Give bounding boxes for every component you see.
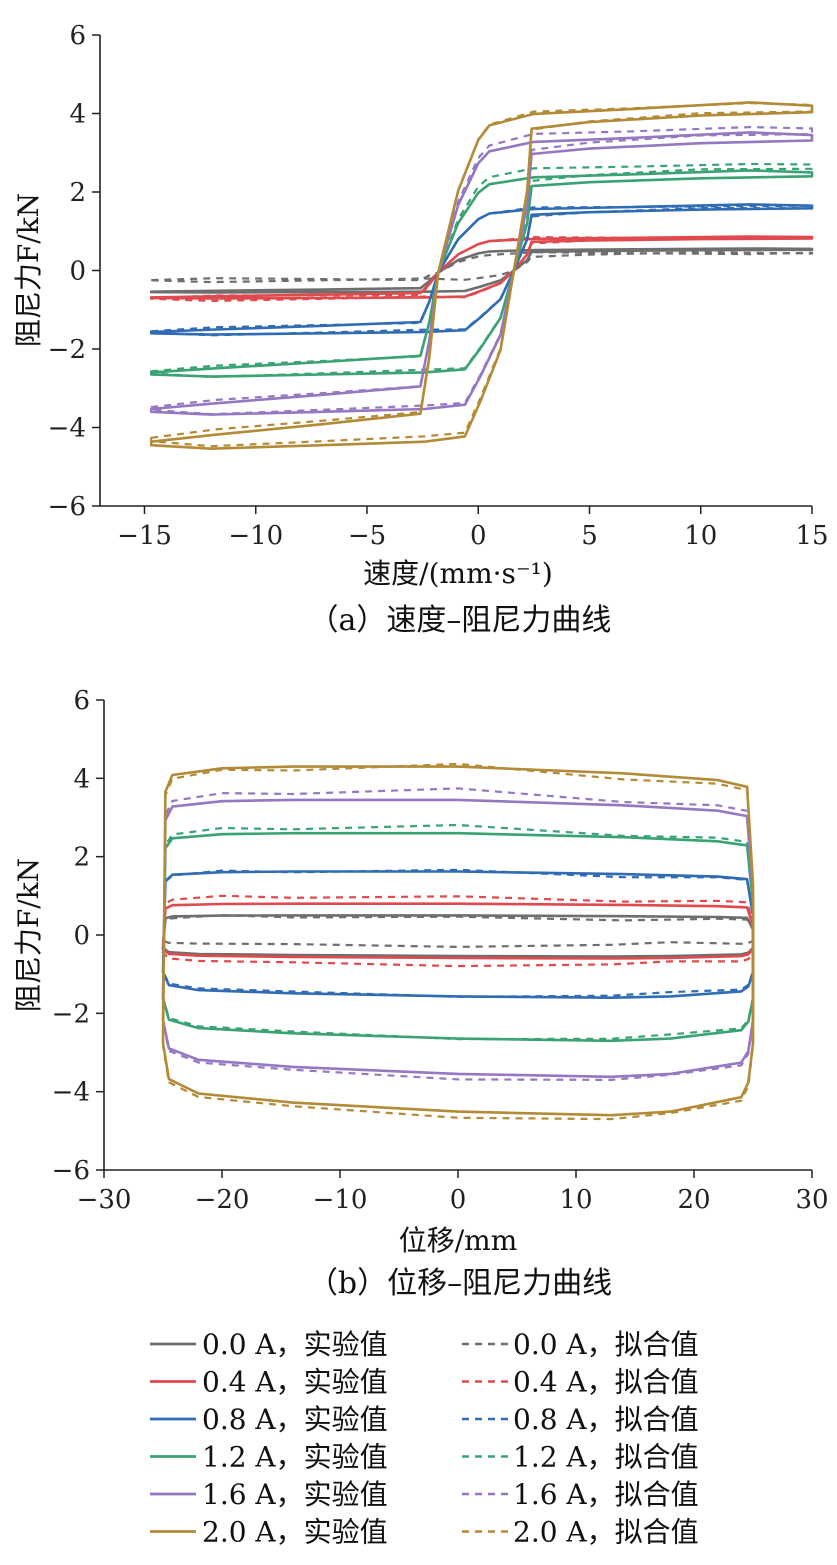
chart-b-series-00-exp <box>161 914 755 958</box>
chart-b-x-tick-label: 20 <box>677 1185 710 1215</box>
chart-b-series-08-fit <box>161 868 755 998</box>
chart-b-series-00-fit <box>161 914 755 948</box>
chart-a-x-tick-label: −5 <box>348 521 386 551</box>
legend-label-exp: 1.2 A，实验值 <box>202 1441 388 1474</box>
chart-b-x-tick-label: 30 <box>795 1185 828 1215</box>
legend-label-fit: 1.6 A，拟合值 <box>513 1478 699 1511</box>
chart-a-y-tick-label: −2 <box>48 335 86 365</box>
chart-a-y-tick-label: 2 <box>69 178 86 208</box>
legend-label-exp: 0.4 A，实验值 <box>202 1366 388 1399</box>
chart-b-x-tick-label: 10 <box>559 1185 592 1215</box>
legend-label-exp: 1.6 A，实验值 <box>202 1478 388 1511</box>
chart-a-y-tick-label: 4 <box>69 100 86 130</box>
chart-b-y-tick-label: −6 <box>52 1156 90 1186</box>
chart-a-x-tick-label: 0 <box>470 521 487 551</box>
legend-label-fit: 1.2 A，拟合值 <box>513 1441 699 1474</box>
chart-a-series-12-exp <box>149 169 814 378</box>
chart-b-series <box>161 762 755 1121</box>
chart-a-x-tick-label: 5 <box>581 521 598 551</box>
chart-b-y-label: 阻尼力F/kN <box>12 858 45 1012</box>
chart-a-series-20-fit <box>150 102 814 448</box>
legend-label-exp: 2.0 A，实验值 <box>202 1516 388 1549</box>
chart-a-x-tick-label: 15 <box>795 521 828 551</box>
chart-b-x-tick-label: −30 <box>77 1185 132 1215</box>
chart-a-x-tick-label: −15 <box>117 521 172 551</box>
chart-a-y-tick-label: −4 <box>48 414 86 444</box>
chart-a-series-16-exp <box>149 131 814 416</box>
chart-a-caption: （a）速度–阻尼力曲线 <box>309 603 612 638</box>
chart-a-series-08-fit <box>150 204 814 337</box>
chart-a-x-tick-label: 10 <box>684 521 717 551</box>
chart-a-y-label: 阻尼力F/kN <box>12 193 45 347</box>
legend-label-fit: 0.8 A，拟合值 <box>513 1403 699 1436</box>
legend-label-fit: 0.0 A，拟合值 <box>513 1328 699 1361</box>
chart-a-y-tick-label: −6 <box>48 492 86 522</box>
chart-b-y-tick-label: −2 <box>52 999 90 1029</box>
chart-b-x-tick-label: 0 <box>450 1185 467 1215</box>
chart-b-caption: （b）位移–阻尼力曲线 <box>308 1266 612 1301</box>
chart-a-series-04-fit <box>150 236 814 302</box>
chart-a-series-12-fit <box>150 162 814 379</box>
chart-b-y-tick-label: −4 <box>52 1078 90 1108</box>
chart-b-y-tick-label: 4 <box>73 764 90 794</box>
chart-b-y-tick-label: 0 <box>73 921 90 951</box>
chart-a-series-00-fit <box>150 251 814 284</box>
chart-b-x-label: 位移/mm <box>399 1224 518 1257</box>
chart-a-y-tick-label: 6 <box>69 21 86 51</box>
chart-a-x-label: 速度/(mm·s⁻¹) <box>363 557 553 590</box>
legend-label-exp: 0.8 A，实验值 <box>202 1403 388 1436</box>
chart-a-ticks: −15 −10 −5 0 5 10 15 −6 −4 −2 0 2 4 6 <box>48 21 829 551</box>
chart-b-series-20-fit <box>161 762 755 1121</box>
chart-b-x-tick-label: −20 <box>195 1185 250 1215</box>
chart-a-series <box>149 101 814 450</box>
chart-b-series-04-exp <box>161 902 755 960</box>
chart-a-x-tick-label: −10 <box>228 521 283 551</box>
legend-label-fit: 2.0 A，拟合值 <box>513 1516 699 1549</box>
chart-b-series-12-fit <box>161 823 755 1041</box>
chart-a-y-tick-label: 0 <box>69 257 86 287</box>
chart-b-x-tick-label: −10 <box>313 1185 368 1215</box>
chart-velocity-force: −15 −10 −5 0 5 10 15 −6 −4 −2 0 2 4 6 速度/(mm·s⁻¹) 阻尼力… <box>12 21 829 638</box>
chart-a-series-00-exp <box>149 247 814 294</box>
chart-b-y-tick-label: 2 <box>73 843 90 873</box>
chart-b-series-12-exp <box>161 831 755 1043</box>
chart-b-y-tick-label: 6 <box>73 686 90 716</box>
legend-label-fit: 0.4 A，拟合值 <box>513 1366 699 1399</box>
chart-b-series-08-exp <box>161 870 755 999</box>
legend: 0.0 A，实验值 0.0 A，拟合值 0.4 A，实验值 0.4 A，拟合值 0.8 … <box>150 1328 699 1549</box>
legend-label-exp: 0.0 A，实验值 <box>202 1328 388 1361</box>
